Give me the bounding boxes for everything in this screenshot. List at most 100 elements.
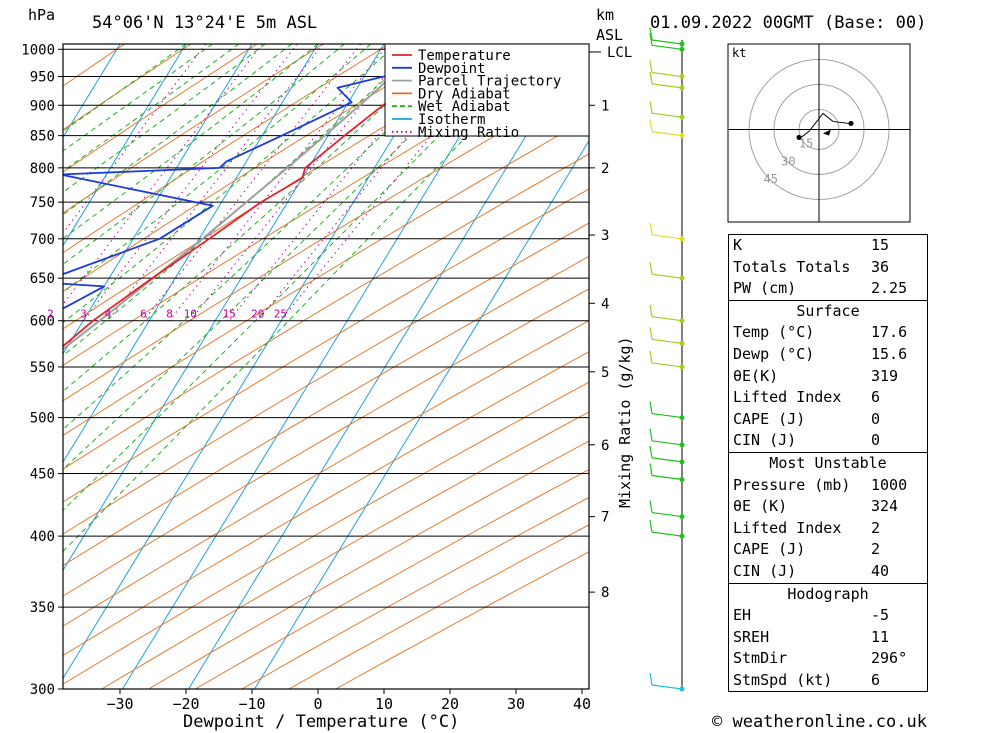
height-tick-label: 2 — [601, 161, 609, 177]
height-tick-label: 8 — [601, 585, 609, 601]
dry-adiabat-line — [63, 255, 589, 567]
wind-barb-dot — [679, 318, 685, 324]
mixing-ratio-label: 4 — [105, 308, 112, 321]
dewpoint-line — [63, 48, 419, 310]
wind-barb — [651, 234, 683, 240]
wind-barb-flag — [649, 119, 653, 132]
dry-adiabat-line — [63, 44, 324, 214]
mixing-ratio-line — [228, 44, 453, 322]
wind-barb-flag — [649, 350, 653, 364]
hodograph-point — [796, 134, 802, 140]
pressure-tick-label: 500 — [30, 411, 55, 427]
legend-label: Temperature — [418, 48, 511, 64]
dry-adiabat-line — [63, 44, 390, 254]
wind-barb-dot — [679, 133, 685, 139]
height-tick-label: 4 — [601, 296, 609, 312]
temp-tick-label: −20 — [172, 695, 199, 713]
index-label: EH — [733, 606, 752, 625]
dry-adiabat-line — [63, 188, 589, 503]
index-row: PW (cm) 2.25 — [729, 278, 927, 300]
wind-barb — [651, 684, 683, 690]
wind-barb-dot — [679, 340, 685, 346]
wind-barb-flag — [649, 60, 653, 73]
wind-barb — [651, 412, 683, 419]
wet-adiabat-line — [63, 44, 266, 193]
index-row: θE (K) 324 — [729, 496, 927, 518]
wind-barb-flag — [649, 71, 653, 84]
dry-adiabat-line — [241, 496, 589, 689]
index-value: 11 — [871, 627, 890, 646]
wind-barb — [651, 112, 683, 118]
axes: 3003504004505005506006507007508008509009… — [21, 42, 632, 713]
dry-adiabat-line — [63, 320, 589, 627]
wind-barb-flag — [649, 304, 653, 317]
wind-barb — [651, 457, 683, 463]
credit-text: © weatheronline.co.uk — [712, 712, 927, 732]
index-section-title: Surface — [729, 299, 927, 323]
mixing-ratio-label: 10 — [184, 308, 197, 321]
index-value: 2 — [871, 540, 881, 559]
index-value: 6 — [871, 670, 881, 689]
index-section-title: Hodograph — [729, 582, 927, 606]
pressure-tick-label: 950 — [30, 70, 55, 86]
wind-barb-flag — [649, 327, 653, 340]
pressure-tick-label: 300 — [30, 682, 55, 698]
legend-label: Dewpoint — [418, 61, 485, 77]
wind-barb-flag — [649, 401, 653, 414]
index-row: EH -5 — [729, 605, 927, 627]
index-value: 2 — [871, 518, 881, 537]
index-row: Dewp (°C) 15.6 — [729, 344, 927, 366]
x-axis-title: Dewpoint / Temperature (°C) — [183, 712, 459, 732]
index-row: Lifted Index 2 — [729, 518, 927, 540]
index-row: K 15 — [729, 235, 927, 257]
dry-adiabat-line — [101, 411, 589, 689]
wind-barb-flag — [649, 500, 653, 513]
wind-barb-flag — [649, 428, 653, 441]
wind-barb — [651, 316, 683, 322]
index-row: StmDir 296° — [729, 648, 927, 670]
index-value: 36 — [871, 257, 890, 276]
wind-barb-flag — [649, 101, 653, 114]
wind-barb-flag — [649, 262, 653, 275]
hodograph-point — [848, 120, 854, 126]
index-label: Dewp (°C) — [733, 344, 815, 363]
wind-barb — [651, 71, 683, 78]
wind-barb-flag — [649, 222, 653, 235]
indices-table: K 15 Totals Totals 36 PW (cm) 2.25 Surface Temp… — [728, 234, 928, 693]
mixing-ratio-label: 8 — [166, 308, 173, 321]
index-label: θE (K) — [733, 497, 788, 516]
wet-adiabat-line — [63, 44, 240, 172]
index-value: 0 — [871, 431, 881, 450]
index-row: Temp (°C) 17.6 — [729, 322, 927, 344]
legend-label: Dry Adiabat — [418, 86, 511, 102]
index-value: 319 — [871, 366, 899, 385]
index-section-title: Most Unstable — [729, 451, 927, 475]
index-label: CAPE (J) — [733, 540, 806, 559]
wind-barb-flag — [649, 520, 653, 533]
mixing-ratio-label: 20 — [251, 308, 264, 321]
dry-adiabat-line — [63, 44, 192, 131]
pressure-tick-label: 900 — [30, 98, 55, 114]
hodograph-ring-label: 30 — [781, 154, 795, 168]
wind-barb-dot — [679, 533, 685, 539]
wind-barb-dot — [679, 46, 685, 52]
index-row: SREH 11 — [729, 627, 927, 649]
temp-tick-label: 0 — [313, 695, 322, 713]
wind-barb-dot — [679, 686, 685, 692]
index-label: SREH — [733, 627, 770, 646]
index-row: StmSpd (kt) 6 — [729, 670, 927, 692]
wind-barb-dot — [679, 442, 685, 448]
wind-barb-dot — [679, 275, 685, 281]
index-label: StmSpd (kt) — [733, 670, 833, 689]
temp-tick-label: 20 — [441, 695, 459, 713]
index-label: Pressure (mb) — [733, 475, 851, 494]
pressure-tick-label: 600 — [30, 314, 55, 330]
wind-barb-column — [649, 27, 685, 692]
height-tick-label: 3 — [601, 228, 609, 244]
index-row: θE(K) 319 — [729, 366, 927, 388]
pressure-tick-label: 1000 — [21, 42, 55, 58]
index-value: 15.6 — [871, 344, 908, 363]
wind-barb — [651, 474, 683, 481]
